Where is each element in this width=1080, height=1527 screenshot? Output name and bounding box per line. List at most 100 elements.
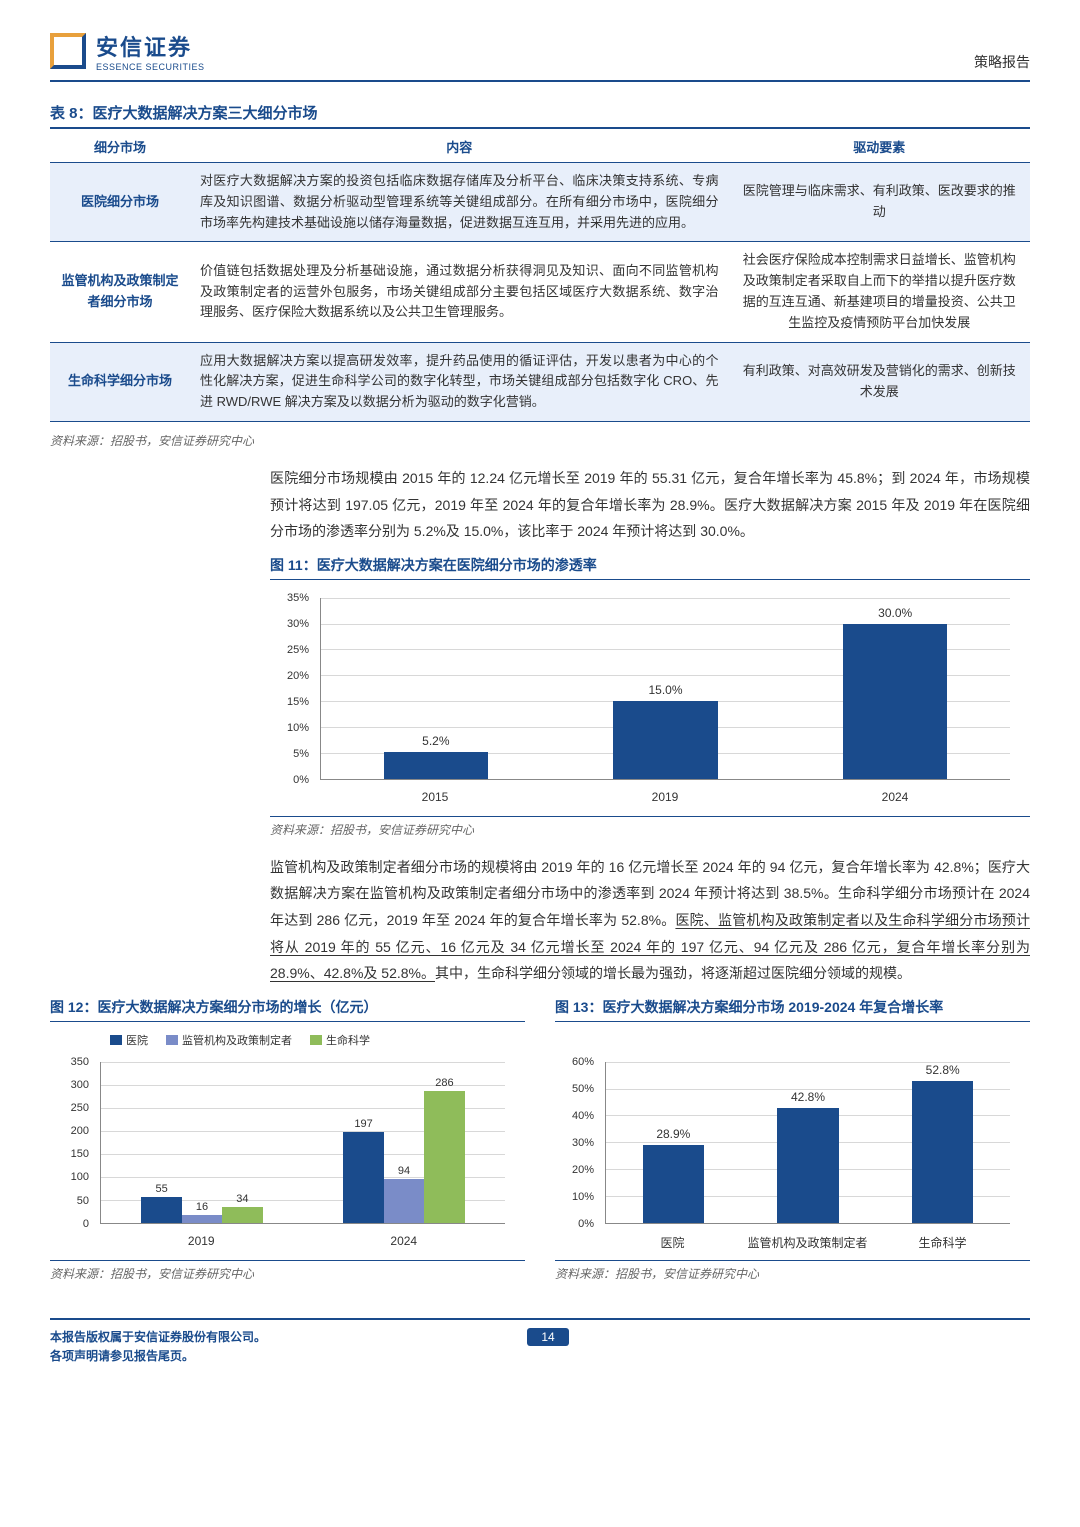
bar-label: 5.2% [422, 734, 449, 748]
y-tick: 15% [287, 696, 309, 708]
chart12: 0501001502002503003505516341979428620192… [50, 1054, 525, 1254]
bar-label: 52.8% [926, 1063, 960, 1077]
y-tick: 20% [572, 1164, 594, 1176]
table8-source: 资料来源：招股书，安信证券研究中心 [50, 428, 1030, 449]
x-tick: 2024 [882, 790, 909, 804]
y-tick: 30% [287, 618, 309, 630]
table8-h2: 驱动要素 [728, 131, 1030, 163]
bar-label: 30.0% [878, 606, 912, 620]
y-tick: 40% [572, 1110, 594, 1122]
x-tick: 医院 [660, 1234, 684, 1251]
footer-line2: 各项声明请参见报告尾页。 [50, 1347, 266, 1366]
chart12-legend: 医院 监管机构及政策制定者 生命科学 [50, 1032, 525, 1048]
chart-bar [343, 1132, 383, 1223]
y-tick: 50 [77, 1195, 89, 1207]
bar-label: 42.8% [791, 1090, 825, 1104]
y-tick: 0% [578, 1218, 594, 1230]
y-tick: 200 [71, 1125, 89, 1137]
legend-label: 医院 [126, 1032, 148, 1048]
chart-bar [222, 1207, 262, 1223]
page-number: 14 [527, 1328, 568, 1346]
para2-c: 其中，生命科学细分领域的增长最为强劲，将逐渐超过医院细分领域的规模。 [435, 965, 911, 981]
y-tick: 100 [71, 1171, 89, 1183]
footer-line1: 本报告版权属于安信证券股份有限公司。 [50, 1328, 266, 1347]
legend-item: 生命科学 [310, 1032, 370, 1048]
chart-bar [141, 1197, 181, 1222]
logo-text-en: ESSENCE SECURITIES [96, 62, 205, 72]
x-tick: 2019 [652, 790, 679, 804]
logo-area: 安信证券 ESSENCE SECURITIES [50, 30, 205, 72]
chart-bar [182, 1215, 222, 1222]
paragraph-2: 监管机构及政策制定者细分市场的规模将由 2019 年的 16 亿元增长至 202… [270, 854, 1030, 987]
y-tick: 30% [572, 1137, 594, 1149]
y-tick: 250 [71, 1102, 89, 1114]
legend-swatch [110, 1035, 122, 1045]
chart-bar [384, 752, 488, 779]
page-container: 安信证券 ESSENCE SECURITIES 策略报告 表 8：医疗大数据解决… [0, 0, 1080, 1386]
chart12-title: 图 12：医疗大数据解决方案细分市场的增长（亿元） [50, 997, 525, 1022]
logo-text-cn: 安信证券 [96, 30, 205, 62]
chart11: 0% 5% 10% 15% 20% 25% 30% 35% 5.2% 15.0% 30.0% 2015… [270, 590, 1030, 810]
x-tick: 2024 [390, 1234, 417, 1248]
chart-bar [424, 1091, 464, 1223]
y-tick: 60% [572, 1056, 594, 1068]
chart11-source: 资料来源：招股书，安信证券研究中心 [270, 816, 1030, 838]
cell-driver: 社会医疗保险成本控制需求日益增长、监管机构及政策制定者采取自上而下的举措以提升医… [728, 242, 1030, 342]
table8-h1: 内容 [190, 131, 728, 163]
legend-item: 监管机构及政策制定者 [166, 1032, 292, 1048]
x-tick: 生命科学 [918, 1234, 966, 1251]
legend-swatch [166, 1035, 178, 1045]
cell-market: 监管机构及政策制定者细分市场 [50, 242, 190, 342]
chart11-title: 图 11：医疗大数据解决方案在医院细分市场的渗透率 [270, 555, 1030, 580]
y-tick: 0% [293, 774, 309, 786]
bar-label: 55 [155, 1183, 167, 1195]
y-tick: 25% [287, 644, 309, 656]
table-row: 监管机构及政策制定者细分市场 价值链包括数据处理及分析基础设施，通过数据分析获得… [50, 242, 1030, 342]
chart-bar [912, 1081, 973, 1223]
chart13: 0% 10% 20% 30% 40% 50% 60% 28.9% 42.8% 52.8% 医院 监管机… [555, 1054, 1030, 1254]
legend-label: 监管机构及政策制定者 [182, 1032, 292, 1048]
cell-market: 生命科学细分市场 [50, 342, 190, 421]
chart-bar [843, 624, 947, 779]
charts-row: 图 12：医疗大数据解决方案细分市场的增长（亿元） 医院监管机构及政策制定者生命… [50, 997, 1030, 1298]
cell-content: 对医疗大数据解决方案的投资包括临床数据存储库及分析平台、临床决策支持系统、专病库… [190, 163, 728, 242]
x-tick: 2015 [422, 790, 449, 804]
y-tick: 35% [287, 592, 309, 604]
page-footer: 本报告版权属于安信证券股份有限公司。 各项声明请参见报告尾页。 14 [50, 1318, 1030, 1366]
bar-label: 28.9% [656, 1127, 690, 1141]
bar-label: 16 [196, 1201, 208, 1213]
table-row: 医院细分市场 对医疗大数据解决方案的投资包括临床数据存储库及分析平台、临床决策支… [50, 163, 1030, 242]
cell-content: 价值链包括数据处理及分析基础设施，通过数据分析获得洞见及知识、面向不同监管机构及… [190, 242, 728, 342]
chart13-source: 资料来源：招股书，安信证券研究中心 [555, 1260, 1030, 1282]
y-tick: 150 [71, 1148, 89, 1160]
chart-bar [643, 1145, 704, 1223]
y-tick: 10% [287, 722, 309, 734]
legend-item: 医院 [110, 1032, 148, 1048]
chart12-source: 资料来源：招股书，安信证券研究中心 [50, 1260, 525, 1282]
cell-content: 应用大数据解决方案以提高研发效率，提升药品使用的循证评估，开发以患者为中心的个性… [190, 342, 728, 421]
y-tick: 0 [83, 1218, 89, 1230]
cell-driver: 医院管理与临床需求、有利政策、医改要求的推动 [728, 163, 1030, 242]
y-tick: 20% [287, 670, 309, 682]
y-tick: 50% [572, 1083, 594, 1095]
cell-market: 医院细分市场 [50, 163, 190, 242]
x-tick: 2019 [188, 1234, 215, 1248]
chart-bar [613, 701, 717, 779]
paragraph-1: 医院细分市场规模由 2015 年的 12.24 亿元增长至 2019 年的 55… [270, 465, 1030, 545]
bar-label: 197 [354, 1118, 372, 1130]
chart-bar [384, 1179, 424, 1222]
bar-label: 94 [398, 1165, 410, 1177]
bar-label: 34 [236, 1193, 248, 1205]
chart13-title: 图 13：医疗大数据解决方案细分市场 2019-2024 年复合增长率 [555, 997, 1030, 1022]
cell-driver: 有利政策、对高效研发及营销化的需求、创新技术发展 [728, 342, 1030, 421]
page-header: 安信证券 ESSENCE SECURITIES 策略报告 [50, 30, 1030, 82]
bar-label: 15.0% [648, 683, 682, 697]
table8-title: 表 8：医疗大数据解决方案三大细分市场 [50, 102, 1030, 129]
y-tick: 350 [71, 1056, 89, 1068]
y-tick: 300 [71, 1079, 89, 1091]
y-tick: 5% [293, 748, 309, 760]
y-tick: 10% [572, 1191, 594, 1203]
table8: 细分市场 内容 驱动要素 医院细分市场 对医疗大数据解决方案的投资包括临床数据存… [50, 131, 1030, 422]
table8-h0: 细分市场 [50, 131, 190, 163]
x-tick: 监管机构及政策制定者 [747, 1234, 867, 1251]
